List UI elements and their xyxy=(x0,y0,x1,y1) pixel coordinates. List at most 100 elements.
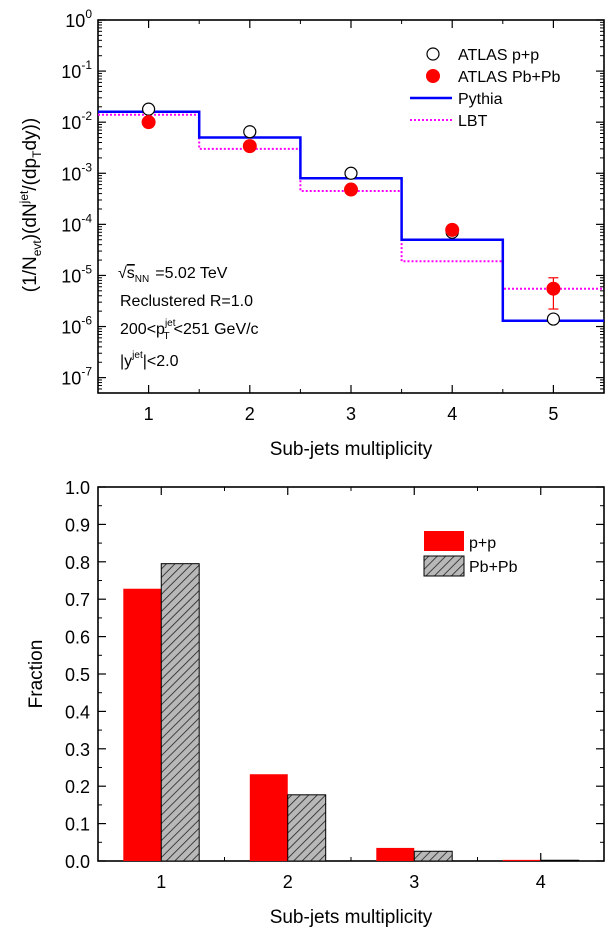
sqrt-sign: √ xyxy=(118,265,127,282)
y-tick-exponent: -1 xyxy=(81,58,92,72)
y-tick-exponent: -3 xyxy=(81,160,92,174)
sqrt-s: s xyxy=(127,265,135,282)
ylabel-sub-t: T xyxy=(30,150,44,158)
bottom-y-tick-label: 0.7 xyxy=(65,590,90,610)
bottom-y-axis-label: Fraction xyxy=(26,640,47,709)
y-tick-base: 10 xyxy=(61,62,81,82)
legend-label-pythia: Pythia xyxy=(458,91,503,108)
top-axis-ticks xyxy=(98,19,604,393)
atlas-pp-point xyxy=(546,312,561,326)
legend-label-atlas-pp: ATLAS p+p xyxy=(458,47,539,64)
ylabel-sub-evt: evt xyxy=(30,240,44,257)
bar-pp xyxy=(502,859,541,861)
bottom-y-tick-label: 0.4 xyxy=(65,702,90,722)
legend-label-lbt: LBT xyxy=(458,113,488,130)
bottom-y-tick-label: 0.0 xyxy=(65,852,90,872)
atlas-pbpb-point xyxy=(242,139,257,154)
ylabel-part-d: dy)) xyxy=(20,118,41,151)
top-y-tick-label: 10-4 xyxy=(61,211,92,235)
bar-pbpb xyxy=(540,859,580,862)
bar-pbpb xyxy=(413,850,453,862)
top-x-tick-label: 3 xyxy=(346,404,356,424)
pt-sup: jet xyxy=(164,318,176,329)
top-y-tick-label: 10-2 xyxy=(61,109,92,133)
top-y-tick-label: 10-1 xyxy=(61,58,92,82)
bottom-x-tick-label: 3 xyxy=(409,872,419,892)
fraction-bar-chart: 0.0 0.1 0.2 0.3 0.4 0.5 0.6 0.7 0.8 0.9 1.0 1 2 3 4 F… xyxy=(26,478,605,928)
top-x-tick-label: 2 xyxy=(245,404,255,424)
top-legend: ATLAS p+p ATLAS Pb+Pb Pythia LBT xyxy=(410,47,561,130)
bottom-axis-ticks xyxy=(98,486,604,862)
pt-pre: 200<p xyxy=(120,321,165,338)
bottom-x-tick-label: 4 xyxy=(536,872,546,892)
sqrt-s-rest: =5.02 TeV xyxy=(155,265,228,282)
top-y-tick-label: 10-6 xyxy=(61,314,92,338)
y-tick-base: 10 xyxy=(61,164,81,184)
bar-pbpb xyxy=(160,563,200,862)
legend-swatch-pp xyxy=(424,531,464,551)
atlas-pp-point xyxy=(142,102,156,116)
atlas-pbpb-point xyxy=(445,222,460,237)
legend-marker-atlas-pbpb xyxy=(426,69,440,83)
top-x-tick-label: 5 xyxy=(548,404,558,424)
ylabel-part-a: (1/N xyxy=(20,256,41,292)
ylabel-sup-jet: jet xyxy=(17,190,31,204)
top-y-tick-label: 10-5 xyxy=(61,262,92,286)
annotation-sqrt-s: √sNN =5.02 TeV xyxy=(118,265,228,285)
y-tick-exponent: -5 xyxy=(81,262,92,276)
bar-pp xyxy=(123,588,162,861)
legend-marker-atlas-pp xyxy=(426,47,440,61)
y-sup: jet xyxy=(131,350,143,361)
y-post: |<2.0 xyxy=(143,353,179,370)
y-tick-base: 10 xyxy=(61,215,81,235)
y-tick-base: 10 xyxy=(65,11,85,31)
bar-pp xyxy=(249,774,288,861)
annotation-recluster: Reclustered R=1.0 xyxy=(120,293,253,310)
y-tick-exponent: 0 xyxy=(85,7,92,21)
legend-swatch-pbpb xyxy=(423,555,465,577)
bottom-y-tick-label: 0.8 xyxy=(65,553,90,573)
y-tick-base: 10 xyxy=(61,113,81,133)
y-tick-exponent: -4 xyxy=(81,211,92,225)
sqrt-s-sub: NN xyxy=(135,274,149,285)
y-tick-exponent: -6 xyxy=(81,314,92,328)
annotation-rapidity: |yjet|<2.0 xyxy=(120,350,179,370)
top-x-axis-label: Sub-jets multiplicity xyxy=(270,439,433,460)
bottom-y-tick-label: 0.9 xyxy=(65,515,90,535)
top-series-layer xyxy=(98,102,604,326)
y-tick-exponent: -7 xyxy=(81,365,92,379)
top-x-tick-label: 4 xyxy=(447,404,457,424)
bottom-y-tick-label: 0.1 xyxy=(65,815,90,835)
y-tick-base: 10 xyxy=(61,369,81,389)
pt-post: <251 GeV/c xyxy=(174,321,259,338)
y-tick-exponent: -2 xyxy=(81,109,92,123)
bottom-y-tick-label: 0.3 xyxy=(65,740,90,760)
bottom-y-tick-label: 1.0 xyxy=(65,478,90,498)
y-tick-base: 10 xyxy=(61,318,81,338)
atlas-pp-point xyxy=(243,125,257,139)
bottom-x-tick-labels: 1 2 3 4 xyxy=(156,872,546,892)
ylabel-part-b: )(dN xyxy=(20,203,41,240)
lbt-step-line xyxy=(98,113,604,290)
bar-pp xyxy=(376,847,415,861)
legend-label-pbpb: Pb+Pb xyxy=(469,559,518,576)
bottom-y-tick-label: 0.5 xyxy=(65,665,90,685)
top-x-tick-label: 1 xyxy=(144,404,154,424)
y-pre: |y xyxy=(120,353,132,370)
bottom-legend: p+p Pb+Pb xyxy=(423,531,518,577)
bottom-y-tick-label: 0.6 xyxy=(65,628,90,648)
bar-pbpb xyxy=(287,794,327,862)
top-y-tick-label: 100 xyxy=(65,7,92,31)
top-annotations: √sNN =5.02 TeV Reclustered R=1.0 200<pjet… xyxy=(118,265,259,370)
bottom-y-tick-label: 0.2 xyxy=(65,777,90,797)
bottom-bars-layer xyxy=(123,563,580,862)
bottom-y-tick-labels: 0.0 0.1 0.2 0.3 0.4 0.5 0.6 0.7 0.8 0.9 1.0 xyxy=(65,478,90,872)
top-x-tick-labels: 1 2 3 4 5 xyxy=(144,404,559,424)
top-y-tick-label: 10-3 xyxy=(61,160,92,184)
bottom-x-tick-label: 1 xyxy=(156,872,166,892)
legend-label-atlas-pbpb: ATLAS Pb+Pb xyxy=(458,69,561,86)
ylabel-part-c: /(dp xyxy=(20,158,41,191)
